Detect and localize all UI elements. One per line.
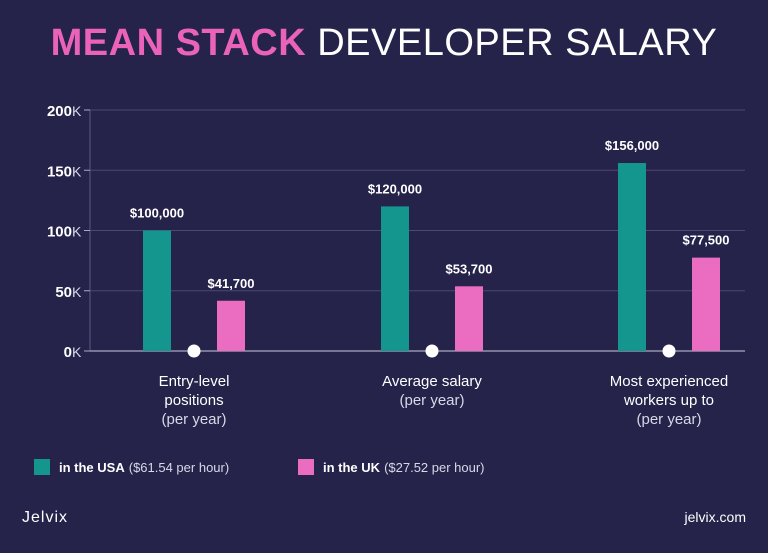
category-label-line: workers up to [623, 392, 715, 409]
legend-swatch-uk [298, 459, 314, 475]
y-tick-label: 50 [55, 284, 72, 301]
category-label-sub: (per year) [399, 392, 465, 409]
y-tick-unit: K [72, 163, 82, 179]
category-label-average: Average salary (per year) [332, 372, 532, 410]
category-marker [662, 344, 676, 358]
y-tick-unit: K [72, 103, 82, 119]
legend-note-usa: ($61.54 per hour) [128, 459, 230, 475]
category-label-entry: Entry-level positions (per year) [94, 372, 294, 429]
legend-item-uk: in the UK ($27.52 per hour) [298, 459, 485, 475]
bar-uk [692, 257, 720, 351]
data-label-usa: $156,000 [605, 138, 659, 153]
y-tick-label: 100 [47, 224, 72, 241]
y-tick-label: 150 [47, 163, 72, 180]
site-url: jelvix.com [684, 509, 746, 525]
legend-swatch-usa [34, 459, 50, 475]
category-label-sub: (per year) [161, 411, 227, 428]
chart-title: MEAN STACK DEVELOPER SALARY [0, 20, 768, 66]
category-label-line: positions [164, 392, 224, 409]
category-label-experienced: Most experienced workers up to (per year… [569, 372, 768, 429]
data-label-uk: $53,700 [446, 261, 493, 276]
legend-note-uk: ($27.52 per hour) [384, 459, 485, 475]
legend-item-usa: in the USA ($61.54 per hour) [34, 459, 229, 475]
data-label-uk: $77,500 [683, 233, 730, 248]
title-accent: MEAN STACK [50, 22, 307, 64]
data-label-usa: $120,000 [368, 181, 422, 196]
bar-usa [381, 206, 409, 351]
brand-logo: Jelvix [22, 509, 69, 526]
category-label-sub: (per year) [636, 411, 702, 428]
data-label-uk: $41,700 [208, 276, 255, 291]
category-marker [425, 344, 439, 358]
legend-name-usa: in the USA [59, 459, 125, 475]
category-label-line: Most experienced [609, 373, 729, 390]
data-label-usa: $100,000 [130, 206, 184, 221]
legend-name-uk: in the UK [323, 459, 381, 475]
bar-uk [217, 300, 245, 351]
category-marker [187, 344, 201, 358]
y-tick-label: 200 [47, 103, 72, 120]
category-label-line: Entry-level [158, 373, 230, 390]
bar-usa [618, 163, 646, 351]
bar-uk [455, 286, 483, 351]
y-tick-label: 0 [64, 344, 72, 361]
y-tick-unit: K [72, 224, 82, 240]
title-rest: DEVELOPER SALARY [317, 22, 718, 64]
y-tick-unit: K [72, 284, 82, 300]
y-tick-unit: K [72, 344, 82, 360]
bar-usa [143, 230, 171, 351]
category-label-line: Average salary [382, 373, 482, 390]
